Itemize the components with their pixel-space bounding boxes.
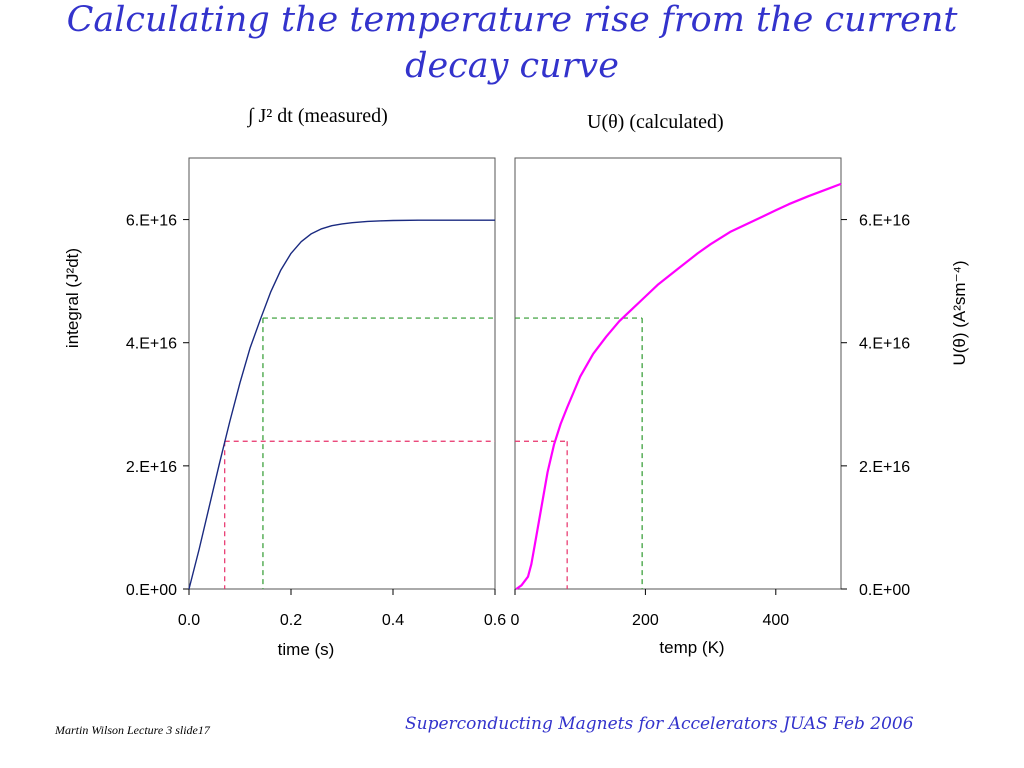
series-line: [188, 219, 495, 590]
y-tick-label: 6.E+16: [126, 213, 177, 230]
series-line: [515, 182, 842, 590]
x-tick-label: 400: [762, 612, 789, 629]
x-tick-label: 0.6: [484, 612, 506, 629]
footer-lecture: Martin Wilson Lecture 3 slide17: [55, 723, 210, 737]
slide-title-line2: decay curve: [405, 46, 619, 86]
y-tick-label: 6.E+16: [859, 213, 910, 230]
x-tick-label: 0.2: [280, 612, 302, 629]
y-tick-label: 0.E+00: [859, 582, 910, 599]
x-axis-label: temp (K): [659, 638, 724, 657]
right-chart: 0.E+00 2.E+16 4.E+16 6.E+16 0 200 400 temp (K) U…: [511, 157, 969, 657]
plot-frame: [514, 157, 842, 590]
right-chart-title: U(θ) (calculated): [587, 111, 724, 133]
y-tick-label: 4.E+16: [126, 336, 177, 353]
y-tick-label: 4.E+16: [859, 336, 910, 353]
y-tick-label: 0.E+00: [126, 582, 177, 599]
x-tick-label: 0.0: [178, 612, 200, 629]
plot-frame: [188, 157, 496, 590]
x-tick-label: 0.4: [382, 612, 404, 629]
y-tick-label: 2.E+16: [859, 459, 910, 476]
x-tick-label: 0: [511, 612, 520, 629]
slide-title-line1: Calculating the temperature rise from th…: [66, 0, 958, 40]
y-axis-label: integral (J²dt): [63, 248, 82, 348]
x-axis-label: time (s): [278, 640, 335, 659]
x-tick-label: 200: [632, 612, 659, 629]
y-tick-label: 2.E+16: [126, 459, 177, 476]
left-chart: 0.E+00 2.E+16 4.E+16 6.E+16 0.0 0.2 0.4 0.6 time…: [63, 157, 506, 659]
y-axis-label: U(θ) (A²sm⁻⁴): [950, 260, 969, 365]
left-chart-title: ∫ J² dt (measured): [248, 105, 388, 127]
footer-course: Superconducting Magnets for Accelerators…: [405, 714, 914, 734]
